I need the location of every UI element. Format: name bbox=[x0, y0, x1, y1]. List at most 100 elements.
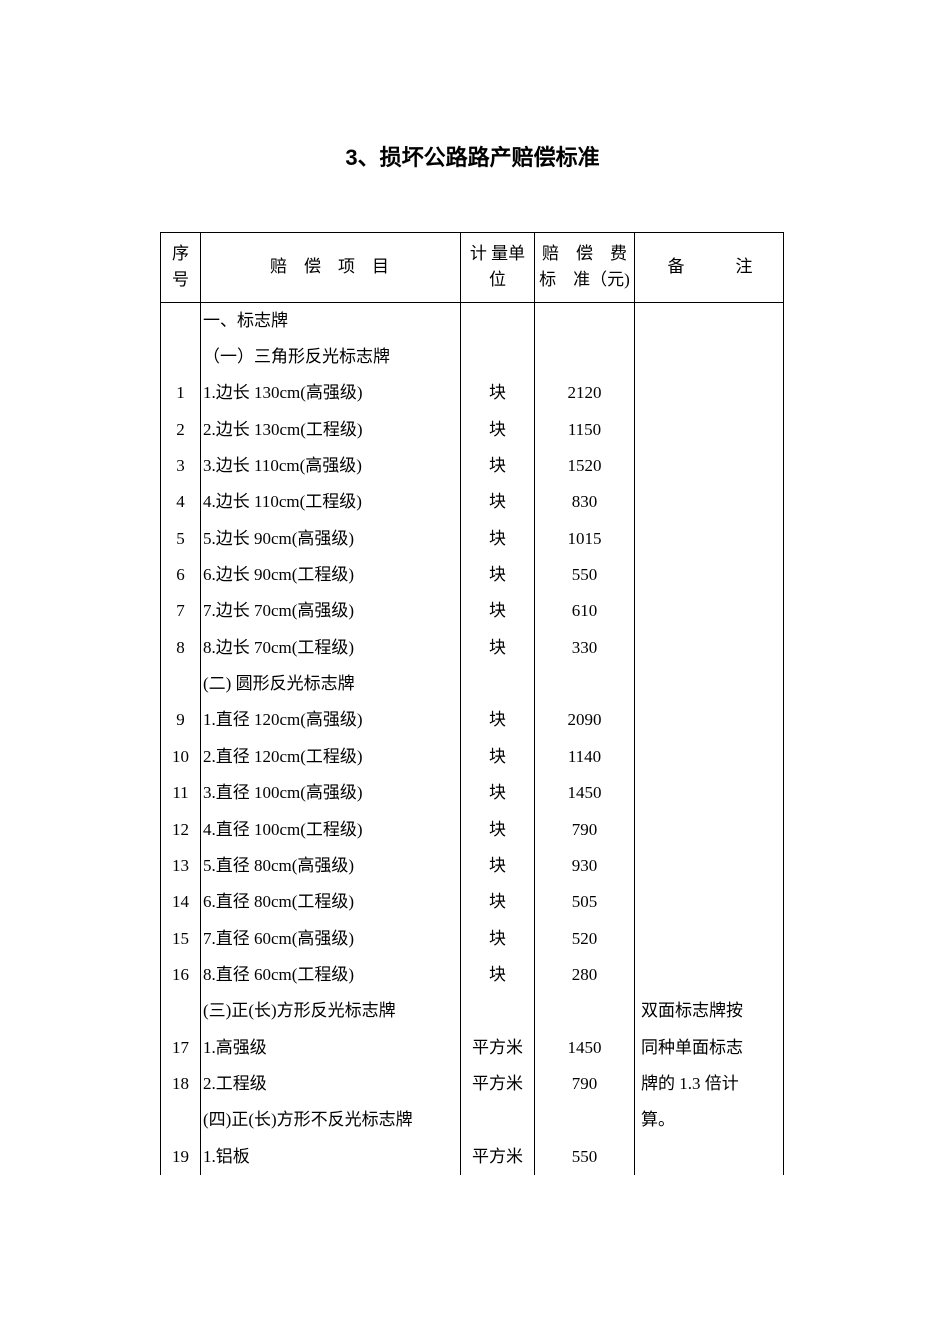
cell-note bbox=[635, 666, 784, 702]
table-row: 66.边长 90cm(工程级)块550 bbox=[161, 557, 784, 593]
cell-unit: 平方米 bbox=[461, 1030, 535, 1066]
cell-note bbox=[635, 521, 784, 557]
cell-fee bbox=[535, 993, 635, 1029]
cell-unit: 块 bbox=[461, 557, 535, 593]
table-row: 171.高强级平方米1450同种单面标志 bbox=[161, 1030, 784, 1066]
cell-item: 2.直径 120cm(工程级) bbox=[201, 739, 461, 775]
cell-item: （一）三角形反光标志牌 bbox=[201, 339, 461, 375]
cell-item: 3.直径 100cm(高强级) bbox=[201, 775, 461, 811]
cell-item: 一、标志牌 bbox=[201, 302, 461, 339]
cell-unit: 块 bbox=[461, 921, 535, 957]
cell-note: 算。 bbox=[635, 1102, 784, 1138]
cell-note: 同种单面标志 bbox=[635, 1030, 784, 1066]
table-row: 157.直径 60cm(高强级)块520 bbox=[161, 921, 784, 957]
header-note: 备 注 bbox=[635, 233, 784, 303]
cell-item: 2.边长 130cm(工程级) bbox=[201, 412, 461, 448]
cell-note bbox=[635, 302, 784, 339]
compensation-table-wrap: 序号 赔 偿 项 目 计 量单 位 赔 偿 费标 准（元) 备 注 一、标志牌（… bbox=[160, 232, 784, 1175]
cell-seq: 11 bbox=[161, 775, 201, 811]
cell-unit bbox=[461, 339, 535, 375]
cell-fee: 550 bbox=[535, 1139, 635, 1175]
cell-item: 7.边长 70cm(高强级) bbox=[201, 593, 461, 629]
cell-seq: 17 bbox=[161, 1030, 201, 1066]
cell-fee bbox=[535, 339, 635, 375]
table-row: 182.工程级平方米790牌的 1.3 倍计 bbox=[161, 1066, 784, 1102]
cell-seq bbox=[161, 302, 201, 339]
cell-note bbox=[635, 739, 784, 775]
cell-unit: 块 bbox=[461, 884, 535, 920]
cell-note: 双面标志牌按 bbox=[635, 993, 784, 1029]
table-row: 135.直径 80cm(高强级)块930 bbox=[161, 848, 784, 884]
cell-item: 1.边长 130cm(高强级) bbox=[201, 375, 461, 411]
cell-fee: 790 bbox=[535, 1066, 635, 1102]
table-row: 124.直径 100cm(工程级)块790 bbox=[161, 812, 784, 848]
cell-fee: 1140 bbox=[535, 739, 635, 775]
cell-item: 5.边长 90cm(高强级) bbox=[201, 521, 461, 557]
cell-seq: 18 bbox=[161, 1066, 201, 1102]
cell-seq: 16 bbox=[161, 957, 201, 993]
cell-unit: 块 bbox=[461, 775, 535, 811]
cell-note bbox=[635, 484, 784, 520]
cell-item: 1.铝板 bbox=[201, 1139, 461, 1175]
cell-note bbox=[635, 957, 784, 993]
cell-fee: 505 bbox=[535, 884, 635, 920]
cell-seq: 19 bbox=[161, 1139, 201, 1175]
cell-item: (二) 圆形反光标志牌 bbox=[201, 666, 461, 702]
cell-note bbox=[635, 375, 784, 411]
cell-item: 1.高强级 bbox=[201, 1030, 461, 1066]
cell-seq: 9 bbox=[161, 702, 201, 738]
table-row: 22.边长 130cm(工程级)块1150 bbox=[161, 412, 784, 448]
cell-note bbox=[635, 339, 784, 375]
cell-item: 8.直径 60cm(工程级) bbox=[201, 957, 461, 993]
cell-unit: 块 bbox=[461, 375, 535, 411]
table-row: 168.直径 60cm(工程级)块280 bbox=[161, 957, 784, 993]
cell-unit: 块 bbox=[461, 593, 535, 629]
cell-unit bbox=[461, 993, 535, 1029]
cell-fee: 1150 bbox=[535, 412, 635, 448]
cell-seq: 13 bbox=[161, 848, 201, 884]
page-title: 3、损坏公路路产赔偿标准 bbox=[0, 140, 945, 172]
cell-seq bbox=[161, 1102, 201, 1138]
cell-unit: 块 bbox=[461, 630, 535, 666]
cell-item: 1.直径 120cm(高强级) bbox=[201, 702, 461, 738]
cell-note bbox=[635, 812, 784, 848]
cell-item: 8.边长 70cm(工程级) bbox=[201, 630, 461, 666]
table-row: 146.直径 80cm(工程级)块505 bbox=[161, 884, 784, 920]
cell-note bbox=[635, 775, 784, 811]
cell-fee: 1450 bbox=[535, 1030, 635, 1066]
cell-seq bbox=[161, 339, 201, 375]
cell-unit: 块 bbox=[461, 484, 535, 520]
cell-unit: 块 bbox=[461, 448, 535, 484]
table-row: 88.边长 70cm(工程级)块330 bbox=[161, 630, 784, 666]
cell-unit: 平方米 bbox=[461, 1066, 535, 1102]
cell-note bbox=[635, 884, 784, 920]
cell-seq: 12 bbox=[161, 812, 201, 848]
table-row: 44.边长 110cm(工程级)块830 bbox=[161, 484, 784, 520]
cell-note bbox=[635, 630, 784, 666]
cell-seq: 2 bbox=[161, 412, 201, 448]
cell-note bbox=[635, 702, 784, 738]
cell-seq: 14 bbox=[161, 884, 201, 920]
cell-fee: 2090 bbox=[535, 702, 635, 738]
cell-item: 3.边长 110cm(高强级) bbox=[201, 448, 461, 484]
compensation-table: 序号 赔 偿 项 目 计 量单 位 赔 偿 费标 准（元) 备 注 一、标志牌（… bbox=[160, 232, 784, 1175]
cell-unit bbox=[461, 302, 535, 339]
cell-note bbox=[635, 1139, 784, 1175]
cell-unit: 块 bbox=[461, 812, 535, 848]
cell-fee bbox=[535, 302, 635, 339]
cell-item: 2.工程级 bbox=[201, 1066, 461, 1102]
cell-note bbox=[635, 448, 784, 484]
cell-item: 4.直径 100cm(工程级) bbox=[201, 812, 461, 848]
header-seq: 序号 bbox=[161, 233, 201, 303]
table-row: 一、标志牌 bbox=[161, 302, 784, 339]
cell-fee: 930 bbox=[535, 848, 635, 884]
cell-seq: 1 bbox=[161, 375, 201, 411]
cell-fee: 280 bbox=[535, 957, 635, 993]
table-row: (四)正(长)方形不反光标志牌算。 bbox=[161, 1102, 784, 1138]
cell-fee: 330 bbox=[535, 630, 635, 666]
cell-seq: 8 bbox=[161, 630, 201, 666]
cell-unit: 块 bbox=[461, 739, 535, 775]
cell-seq: 4 bbox=[161, 484, 201, 520]
table-header-row: 序号 赔 偿 项 目 计 量单 位 赔 偿 费标 准（元) 备 注 bbox=[161, 233, 784, 303]
header-fee: 赔 偿 费标 准（元) bbox=[535, 233, 635, 303]
